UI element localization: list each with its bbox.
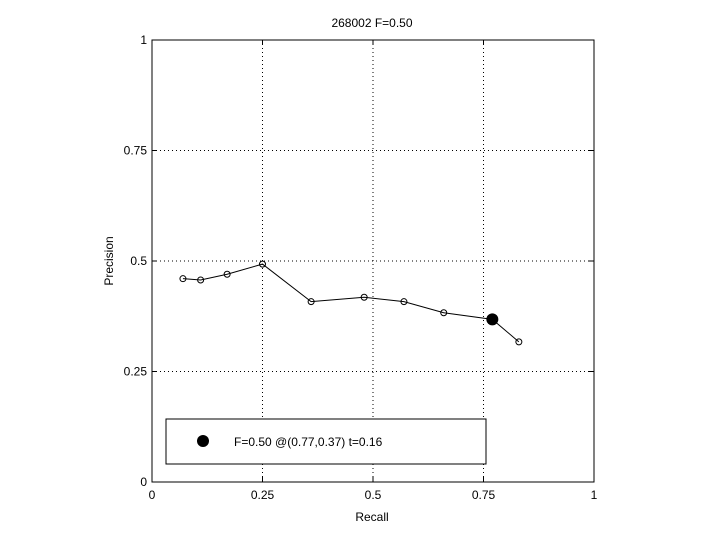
- legend-label: F=0.50 @(0.77,0.37) t=0.16: [234, 435, 383, 449]
- data-point: [223, 270, 231, 278]
- axis-ticks: 0 0.25 0.5 0.75 1 0 0.25 0.5 0.75 1: [124, 33, 598, 502]
- data-point: [307, 298, 315, 306]
- x-tick-label: 1: [591, 488, 598, 502]
- data-point: [400, 298, 408, 306]
- y-tick-label: 1: [140, 33, 147, 47]
- y-tick-label: 0: [140, 475, 147, 489]
- data-point: [360, 293, 368, 301]
- data-point: [515, 338, 523, 346]
- data-points: [179, 260, 523, 346]
- x-tick-label: 0.5: [365, 488, 382, 502]
- x-axis-label: Recall: [355, 510, 388, 524]
- data-point: [197, 276, 205, 284]
- chart-title: 268002 F=0.50: [331, 16, 412, 30]
- data-point: [440, 309, 448, 317]
- data-point: [179, 275, 187, 283]
- y-tick-label: 0.75: [124, 144, 148, 158]
- legend: F=0.50 @(0.77,0.37) t=0.16: [165, 418, 487, 465]
- data-point: [259, 260, 266, 268]
- y-tick-label: 0.5: [130, 254, 147, 268]
- best-f-point: [486, 313, 499, 326]
- x-tick-label: 0.75: [472, 488, 496, 502]
- y-axis-label: Precision: [102, 236, 116, 285]
- legend-box: [165, 418, 487, 465]
- legend-marker: [197, 435, 209, 447]
- x-tick-label: 0: [149, 488, 156, 502]
- series-polyline: [182, 263, 520, 343]
- y-tick-label: 0.25: [124, 365, 148, 379]
- series-line: [182, 263, 520, 343]
- x-tick-label: 0.25: [251, 488, 275, 502]
